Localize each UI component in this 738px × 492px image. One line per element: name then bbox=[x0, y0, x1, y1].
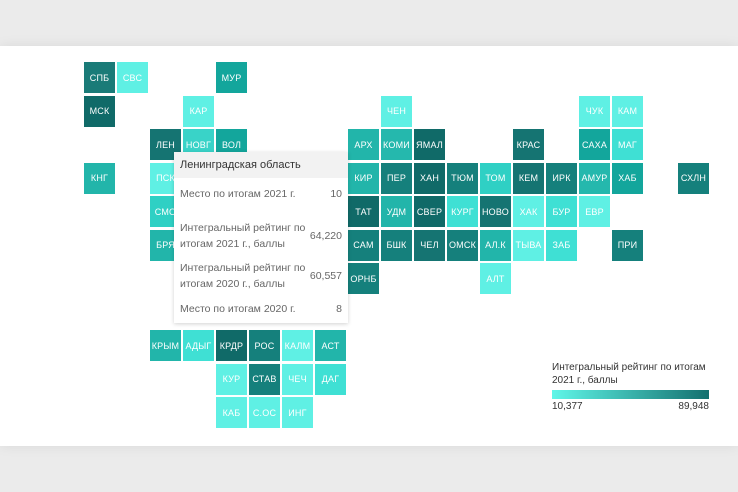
region-tile-13[interactable]: ЯМАЛ bbox=[414, 129, 445, 160]
region-tile-12[interactable]: КОМИ bbox=[381, 129, 412, 160]
region-tile-55[interactable]: КУР bbox=[216, 363, 247, 395]
color-legend: Интегральный рейтинг по итогам 2021 г., … bbox=[552, 361, 712, 412]
tooltip-row-value: 10 bbox=[330, 188, 342, 200]
legend-title: Интегральный рейтинг по итогам 2021 г., … bbox=[552, 362, 706, 386]
legend-gradient-bar bbox=[552, 390, 709, 399]
region-tile-16[interactable]: МАГ bbox=[612, 129, 643, 160]
region-tile-31[interactable]: УДМ bbox=[381, 196, 412, 227]
region-tile-19[interactable]: КИР bbox=[348, 162, 379, 194]
region-tile-20[interactable]: ПЕР bbox=[381, 162, 412, 194]
region-tile-57[interactable]: ЧЕЧ bbox=[282, 363, 313, 395]
region-tile-28[interactable]: СХЛН bbox=[678, 162, 709, 194]
region-tile-61[interactable]: ИНГ bbox=[282, 397, 313, 428]
region-tile-25[interactable]: ИРК bbox=[546, 162, 577, 194]
tooltip-row-value: 60,557 bbox=[309, 270, 342, 282]
region-tile-6[interactable]: ЧУК bbox=[579, 95, 610, 127]
legend-max-label: 89,948 bbox=[678, 401, 709, 412]
region-tile-53[interactable]: КАЛМ bbox=[282, 330, 313, 361]
region-tile-4[interactable]: КАР bbox=[183, 95, 214, 127]
region-tile-49[interactable]: КРЫМ bbox=[150, 330, 181, 361]
region-tile-14[interactable]: КРАС bbox=[513, 129, 544, 160]
region-tile-23[interactable]: ТОМ bbox=[480, 162, 511, 194]
region-tile-39[interactable]: САМ bbox=[348, 229, 379, 261]
tooltip-row-rating-2020: Интегральный рейтинг по итогам 2020 г., … bbox=[180, 260, 342, 292]
region-tile-58[interactable]: ДАГ bbox=[315, 363, 346, 395]
region-tile-11[interactable]: АРХ bbox=[348, 129, 379, 160]
region-tile-17[interactable]: КНГ bbox=[84, 162, 115, 194]
tooltip-row-label: Интегральный рейтинг по итогам 2021 г., … bbox=[180, 222, 306, 250]
region-tile-50[interactable]: АДЫГ bbox=[183, 330, 214, 361]
region-tile-30[interactable]: ТАТ bbox=[348, 196, 379, 227]
region-tile-48[interactable]: АЛТ bbox=[480, 263, 511, 294]
region-tile-43[interactable]: АЛ.К bbox=[480, 229, 511, 261]
region-tile-42[interactable]: ОМСК bbox=[447, 229, 478, 261]
region-tile-60[interactable]: С.ОС bbox=[249, 397, 280, 428]
region-tile-46[interactable]: ПРИ bbox=[612, 229, 643, 261]
region-tile-7[interactable]: КАМ bbox=[612, 95, 643, 127]
legend-labels: 10,377 89,948 bbox=[552, 401, 709, 412]
region-tile-24[interactable]: КЕМ bbox=[513, 162, 544, 194]
tooltip-row-place-2021: Место по итогам 2021 г. 10 bbox=[180, 186, 342, 202]
region-tile-40[interactable]: БШК bbox=[381, 229, 412, 261]
region-tile-3[interactable]: МСК bbox=[84, 95, 115, 127]
tooltip-row-place-2020: Место по итогам 2020 г. 8 bbox=[180, 301, 342, 317]
region-tile-54[interactable]: АСТ bbox=[315, 330, 346, 361]
region-tile-15[interactable]: САХА bbox=[579, 129, 610, 160]
region-tile-35[interactable]: ХАК bbox=[513, 196, 544, 227]
tooltip-title: Ленинградская область bbox=[174, 152, 348, 178]
region-tile-52[interactable]: РОС bbox=[249, 330, 280, 361]
region-tile-32[interactable]: СВЕР bbox=[414, 196, 445, 227]
tooltip-row-label: Интегральный рейтинг по итогам 2020 г., … bbox=[180, 262, 306, 290]
tooltip-row-label: Место по итогам 2020 г. bbox=[180, 303, 296, 315]
tooltip-row-rating-2021: Интегральный рейтинг по итогам 2021 г., … bbox=[180, 220, 342, 252]
region-tile-41[interactable]: ЧЕЛ bbox=[414, 229, 445, 261]
region-tile-21[interactable]: ХАН bbox=[414, 162, 445, 194]
region-tile-34[interactable]: НОВО bbox=[480, 196, 511, 227]
region-tile-5[interactable]: ЧЕН bbox=[381, 95, 412, 127]
region-tile-27[interactable]: ХАБ bbox=[612, 162, 643, 194]
region-tile-22[interactable]: ТЮМ bbox=[447, 162, 478, 194]
legend-min-label: 10,377 bbox=[552, 401, 583, 412]
region-tile-44[interactable]: ТЫВА bbox=[513, 229, 544, 261]
region-tile-36[interactable]: БУР bbox=[546, 196, 577, 227]
tooltip-row-value: 64,220 bbox=[309, 230, 342, 242]
region-tooltip: Ленинградская область Место по итогам 20… bbox=[174, 152, 348, 323]
region-tile-2[interactable]: МУР bbox=[216, 62, 247, 93]
region-tile-56[interactable]: СТАВ bbox=[249, 363, 280, 395]
tooltip-row-value: 8 bbox=[336, 303, 342, 315]
region-tile-33[interactable]: КУРГ bbox=[447, 196, 478, 227]
region-tile-59[interactable]: КАБ bbox=[216, 397, 247, 428]
region-tile-1[interactable]: СВС bbox=[117, 62, 148, 93]
region-tile-26[interactable]: АМУР bbox=[579, 162, 610, 194]
region-tile-47[interactable]: ОРНБ bbox=[348, 263, 379, 294]
tooltip-row-label: Место по итогам 2021 г. bbox=[180, 188, 296, 200]
region-tile-45[interactable]: ЗАБ bbox=[546, 229, 577, 261]
region-tile-37[interactable]: ЕВР bbox=[579, 196, 610, 227]
region-tile-51[interactable]: КРДР bbox=[216, 330, 247, 361]
region-tile-0[interactable]: СПБ bbox=[84, 62, 115, 93]
